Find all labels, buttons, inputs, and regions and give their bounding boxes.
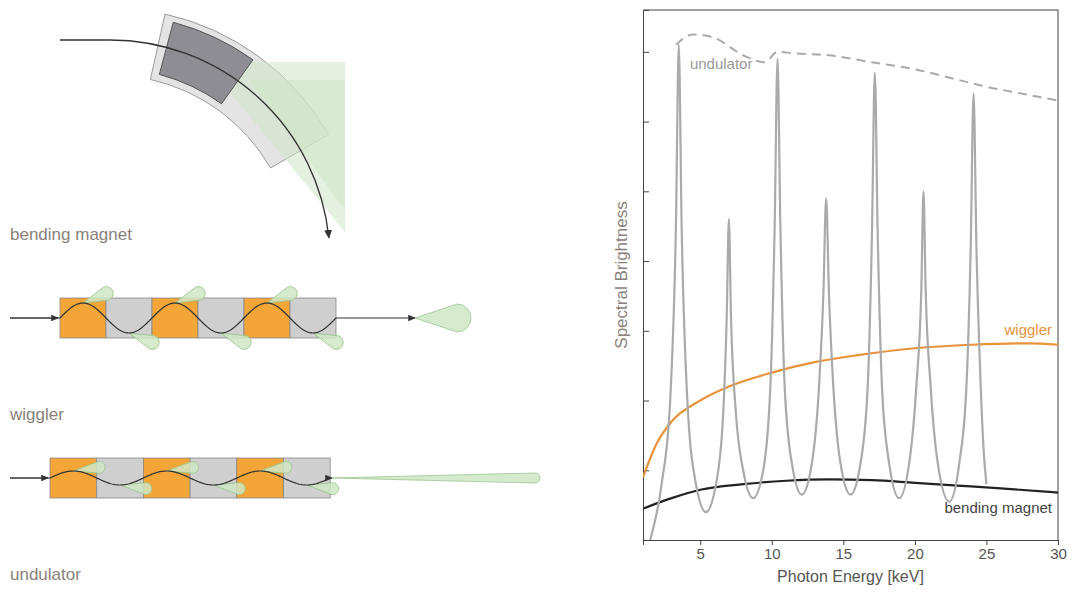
emission-lobe xyxy=(80,285,115,310)
y-tick-mark xyxy=(643,261,649,262)
diagram-2: undulator xyxy=(10,458,540,584)
radiation-beam xyxy=(332,473,540,483)
x-tick: 30 xyxy=(1050,540,1067,562)
series-label: undulator xyxy=(690,55,753,72)
x-tick: 5 xyxy=(697,540,705,562)
x-tick: 20 xyxy=(907,540,924,562)
x-tick-label: 25 xyxy=(979,545,996,562)
series-labels: undulator wiggler bending magnet xyxy=(690,55,1053,516)
emission-lobe xyxy=(218,327,253,352)
emission-lobe xyxy=(126,327,161,352)
y-tick xyxy=(643,122,649,123)
diagram-label: wiggler xyxy=(9,405,64,424)
x-tick: 15 xyxy=(836,540,853,562)
electron-beam xyxy=(10,471,330,485)
x-tick: 10 xyxy=(764,540,781,562)
magnet-pole xyxy=(152,298,198,338)
diagrams: bending magnet wiggler undulator xyxy=(9,14,540,584)
x-tick-label: 15 xyxy=(836,545,853,562)
radiation-beam xyxy=(415,304,471,332)
y-tick-mark xyxy=(643,191,649,192)
figure: bending magnet wiggler undulator 5 10 15 20 25 3… xyxy=(0,0,1078,597)
beam-exit-arrow xyxy=(330,477,332,478)
magnet-pole xyxy=(290,298,336,338)
y-tick xyxy=(643,191,649,192)
emission-lobe xyxy=(172,285,207,310)
y-tick-mark xyxy=(643,52,649,53)
magnet-block xyxy=(159,22,253,103)
diagram-1: wiggler xyxy=(9,285,471,424)
y-tick xyxy=(643,52,649,53)
series-line xyxy=(676,34,1058,100)
magnet-pole xyxy=(244,298,290,338)
x-axis-title: Photon Energy [keV] xyxy=(777,568,924,585)
emission-lobe xyxy=(264,285,299,310)
series-line xyxy=(650,45,986,540)
y-tick-mark xyxy=(643,401,649,402)
diagram-0: bending magnet xyxy=(10,14,345,244)
plot-area xyxy=(643,34,1058,540)
x-tick: 25 xyxy=(979,540,996,562)
magnet-pole xyxy=(50,458,97,498)
y-axis-title: Spectral Brightness xyxy=(612,201,631,348)
diagram-label: undulator xyxy=(10,565,81,584)
x-tick-label: 10 xyxy=(764,545,781,562)
x-tick-label: 5 xyxy=(697,545,705,562)
beam-exit-arrow xyxy=(336,317,415,318)
y-tick xyxy=(643,401,649,402)
electron-beam xyxy=(10,303,336,333)
series-line xyxy=(643,343,1058,477)
y-tick-mark xyxy=(643,122,649,123)
x-tick-label: 30 xyxy=(1050,545,1067,562)
emission-lobe xyxy=(310,327,345,352)
chart: 5 10 15 20 25 30 Photon Energy [keV] Spectral B… xyxy=(612,10,1067,585)
electron-beam xyxy=(60,40,329,238)
plot-frame xyxy=(643,10,1058,540)
series-label: wiggler xyxy=(1003,321,1052,338)
y-tick xyxy=(643,331,649,332)
magnet-pole xyxy=(198,298,244,338)
series-label: bending magnet xyxy=(944,499,1052,516)
beam-entry-arrow xyxy=(10,477,48,478)
magnet-pole xyxy=(106,298,152,338)
diagram-label: bending magnet xyxy=(10,225,132,244)
beam-entry-arrow xyxy=(10,317,58,318)
x-axis: 5 10 15 20 25 30 xyxy=(644,540,1067,562)
x-tick-label: 20 xyxy=(907,545,924,562)
y-tick-mark xyxy=(643,331,649,332)
y-tick xyxy=(643,261,649,262)
magnet-pole xyxy=(60,298,106,338)
